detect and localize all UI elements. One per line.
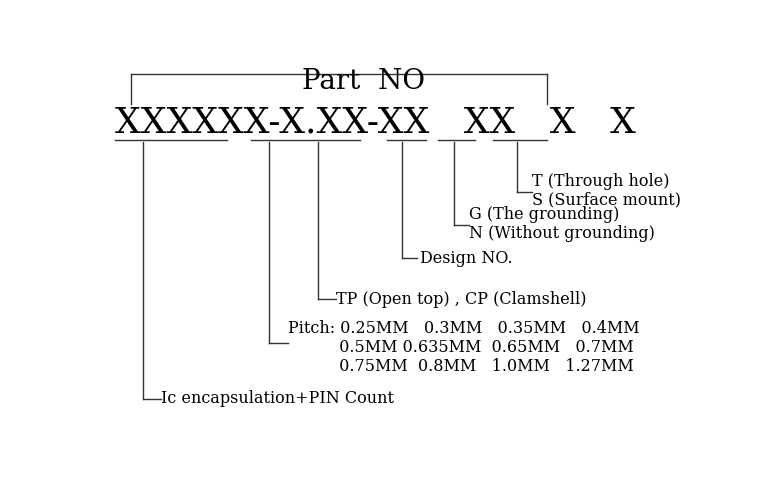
Text: T (Through hole): T (Through hole) <box>532 172 670 190</box>
Text: Pitch: 0.25MM   0.3MM   0.35MM   0.4MM: Pitch: 0.25MM 0.3MM 0.35MM 0.4MM <box>287 320 640 337</box>
Text: TP (Open top) , CP (Clamshell): TP (Open top) , CP (Clamshell) <box>336 291 587 308</box>
Text: Ic encapsulation+PIN Count: Ic encapsulation+PIN Count <box>160 390 393 407</box>
Text: 0.75MM  0.8MM   1.0MM   1.27MM: 0.75MM 0.8MM 1.0MM 1.27MM <box>287 358 633 376</box>
Text: 0.5MM 0.635MM  0.65MM   0.7MM: 0.5MM 0.635MM 0.65MM 0.7MM <box>287 339 633 356</box>
Text: S (Surface mount): S (Surface mount) <box>532 192 681 209</box>
Text: G (The grounding): G (The grounding) <box>469 206 619 223</box>
Text: Part  NO: Part NO <box>301 68 425 95</box>
Text: XXXXXX-X.XX-XX   XX   X   X: XXXXXX-X.XX-XX XX X X <box>115 105 636 139</box>
Text: Design NO.: Design NO. <box>421 250 513 267</box>
Text: N (Without grounding): N (Without grounding) <box>469 225 654 242</box>
